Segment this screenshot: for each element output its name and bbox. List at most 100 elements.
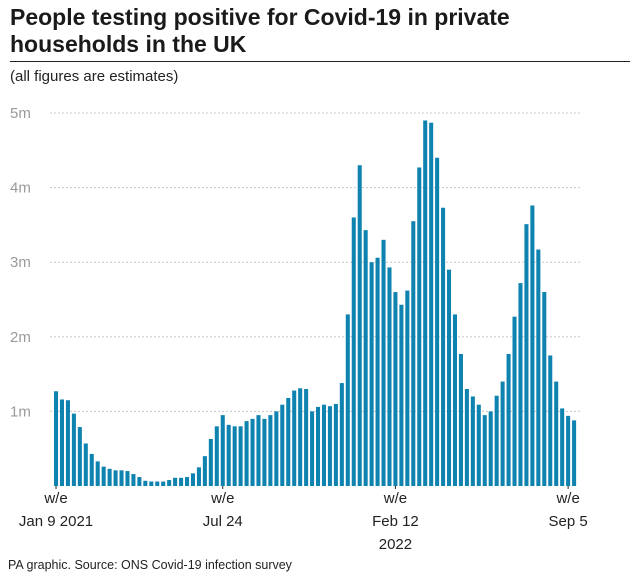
bar [345, 314, 350, 486]
bar [226, 424, 231, 486]
bar [304, 389, 309, 486]
bar [95, 461, 100, 486]
x-tick-label: Sep 5 [549, 513, 588, 530]
bar [77, 427, 82, 486]
bar [316, 406, 321, 486]
bar [512, 316, 517, 486]
bar [435, 157, 440, 486]
bars [54, 120, 577, 487]
bar [54, 391, 59, 486]
x-tick-label: w/e [555, 490, 579, 507]
bar [464, 389, 469, 486]
bar [506, 353, 511, 486]
bar [89, 453, 94, 486]
bar [458, 353, 463, 486]
bar [554, 381, 559, 486]
bar [429, 122, 434, 486]
bar [155, 481, 160, 486]
bar [310, 411, 315, 486]
bar [71, 413, 76, 486]
bar [286, 397, 291, 486]
bar [530, 205, 535, 486]
bar [101, 466, 106, 486]
bar [280, 404, 285, 486]
bar [65, 400, 70, 486]
bar [256, 415, 261, 486]
bar [500, 381, 505, 486]
gridlines: 1m 2m 3m 4m 5m [10, 105, 582, 420]
bar [560, 408, 565, 486]
bar [405, 290, 410, 486]
x-tick-label: 2022 [379, 536, 412, 553]
y-tick-label: 4m [10, 180, 31, 197]
bar [482, 415, 487, 486]
chart-subtitle: (all figures are estimates) [10, 68, 179, 85]
bar [292, 390, 297, 486]
bar [494, 395, 499, 486]
bar [208, 439, 213, 486]
bar [220, 415, 225, 486]
bar [149, 481, 154, 486]
bar [375, 257, 380, 486]
bar [131, 474, 136, 486]
bar [524, 224, 529, 486]
bar [321, 404, 326, 486]
bar [190, 473, 195, 486]
bar [363, 230, 368, 486]
x-tick-label: Jan 9 2021 [19, 513, 93, 530]
y-tick-label: 5m [10, 105, 31, 122]
bar [262, 418, 267, 486]
bar [339, 383, 344, 486]
chart-title: People testing positive for Covid-19 in … [10, 4, 510, 57]
bar [441, 207, 446, 487]
bar [417, 167, 422, 486]
bar [298, 388, 303, 486]
bar [452, 314, 457, 486]
x-tick-label: w/e [210, 490, 234, 507]
bar [548, 355, 553, 486]
x-axis-ticks: w/e Jan 9 2021 w/e Jul 24 w/e Feb 12 2022 w/e Se… [19, 486, 588, 553]
bar [357, 165, 362, 486]
bar [572, 420, 577, 486]
bar [542, 292, 547, 486]
bar [327, 406, 332, 486]
bar [423, 120, 428, 487]
source-credit: PA graphic. Source: ONS Covid-19 infecti… [8, 558, 292, 572]
bar [59, 399, 64, 486]
bar [137, 477, 142, 486]
bar [488, 411, 493, 486]
bar [387, 267, 392, 486]
bar [447, 269, 452, 486]
bar [238, 426, 243, 486]
bar [566, 415, 571, 486]
bar [333, 403, 338, 486]
bar [107, 468, 112, 486]
bar [173, 477, 178, 486]
bar [232, 426, 237, 486]
x-tick-label: w/e [43, 490, 67, 507]
bar [393, 292, 398, 486]
bar [381, 239, 386, 486]
bar [250, 418, 255, 486]
bar [518, 283, 523, 486]
bar [399, 304, 404, 486]
bar [196, 467, 201, 486]
bar [185, 477, 190, 486]
bar [83, 443, 88, 486]
bar [179, 477, 184, 486]
bar [274, 411, 279, 486]
x-tick-label: w/e [383, 490, 407, 507]
bar [476, 404, 481, 486]
bar [244, 421, 249, 486]
bar [214, 426, 219, 486]
bar [143, 480, 148, 486]
bar [113, 470, 118, 486]
x-tick-label: Feb 12 [372, 513, 419, 530]
bar [411, 221, 416, 487]
bar [536, 249, 541, 486]
title-rule [10, 61, 630, 62]
y-tick-label: 2m [10, 329, 31, 346]
bar [119, 470, 124, 486]
bar [351, 217, 356, 486]
bar [268, 415, 273, 486]
